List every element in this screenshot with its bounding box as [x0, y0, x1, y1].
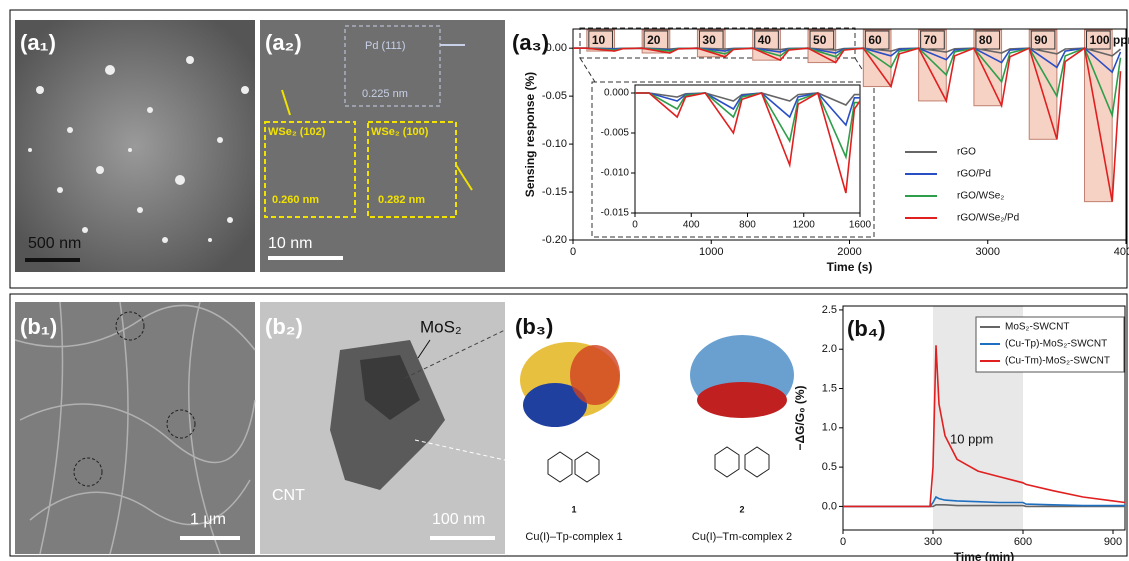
x-tick-label: 900 [1104, 536, 1122, 548]
y-tick-label: 0.000 [604, 88, 629, 99]
pulse-label: 90 [1034, 33, 1048, 47]
annotation: Pd (111) [365, 40, 406, 52]
image-b3 [520, 335, 794, 482]
pulse-label: 60 [868, 33, 882, 47]
legend-label: rGO/Pd [957, 169, 991, 180]
zoom-line [580, 58, 595, 82]
y-tick-label: -0.15 [542, 186, 567, 198]
x-tick-label: 800 [739, 220, 756, 231]
annotation: 0.260 nm [272, 194, 319, 206]
panel-label: (b₄) [847, 316, 886, 341]
y-axis-label: Sensing response (%) [523, 72, 537, 197]
x-tick-label: 1000 [699, 246, 723, 258]
pulse-label: 50 [813, 33, 827, 47]
x-tick-label: 0 [570, 246, 576, 258]
legend-label: (Cu-Tp)-MoS₂-SWCNT [1005, 339, 1107, 350]
x-tick-label: 1200 [793, 220, 816, 231]
panel-label: (b₂) [265, 314, 303, 339]
legend-label: MoS₂-SWCNT [1005, 322, 1069, 333]
y-tick-label: -0.005 [601, 128, 630, 139]
x-tick-label: 1600 [849, 220, 872, 231]
x-tick-label: 600 [1014, 536, 1032, 548]
pulse-label: 20 [647, 33, 661, 47]
pulse-label: 100 ppm [1090, 33, 1129, 47]
pulse-label: 10 [592, 33, 606, 47]
image-a1 [15, 20, 255, 272]
x-tick-label: 400 [683, 220, 700, 231]
y-tick-label: -0.20 [542, 234, 567, 246]
x-axis-label: Time (s) [827, 260, 873, 274]
y-axis-label: −ΔG/G₀ (%) [793, 385, 807, 450]
pulse-label: 70 [924, 33, 938, 47]
panel-label: (b₁) [20, 314, 57, 339]
pulse-label: 40 [758, 33, 772, 47]
annotation: WSe₂ (102) [268, 126, 326, 138]
x-axis-label: Time (min) [954, 550, 1014, 561]
y-tick-label: 0.0 [822, 500, 837, 512]
annotation: 10 ppm [950, 431, 993, 446]
panel-label: (a₃) [512, 30, 549, 55]
y-tick-label: -0.05 [542, 90, 567, 102]
legend-label: rGO [957, 147, 976, 158]
annotation: 0.282 nm [378, 194, 425, 206]
structure-label: 1 [571, 504, 576, 514]
y-tick-label: -0.10 [542, 138, 567, 150]
y-tick-label: -0.015 [601, 208, 630, 219]
annotation: WSe₂ (100) [371, 126, 429, 138]
scale-bar-label: 100 nm [432, 511, 485, 528]
legend-label: rGO/WSe₂ [957, 191, 1004, 202]
caption: Cu(I)–Tp-complex 1 [525, 531, 622, 543]
y-tick-label: -0.010 [601, 168, 630, 179]
pulse-label: 30 [702, 33, 716, 47]
y-tick-label: 1.5 [822, 382, 837, 394]
panel-label: (a₁) [20, 30, 56, 55]
scale-bar-label: 1 μm [190, 511, 226, 528]
y-tick-label: 0.5 [822, 461, 837, 473]
y-tick-label: 1.0 [822, 422, 837, 434]
panel-label: (b₃) [515, 314, 553, 339]
x-tick-label: 0 [632, 220, 638, 231]
structure-label: 2 [739, 504, 744, 514]
annotation: CNT [272, 487, 305, 504]
caption: Cu(I)–Tm-complex 2 [692, 531, 792, 543]
pulse-label: 80 [979, 33, 993, 47]
scale-bar-label: 10 nm [268, 235, 312, 252]
x-tick-label: 3000 [976, 246, 1000, 258]
x-tick-label: 300 [924, 536, 942, 548]
annotation: 0.225 nm [362, 88, 408, 100]
image-a2 [260, 20, 505, 272]
annotation: MoS₂ [420, 317, 462, 336]
y-tick-label: 2.5 [822, 304, 837, 316]
figure: (a₁) 500 nm (a₂) Pd (111) 0.225 nm WSe₂ … [0, 0, 1129, 561]
panel-label: (a₂) [265, 30, 302, 55]
x-tick-label: 4000 [1114, 246, 1129, 258]
x-tick-label: 2000 [837, 246, 861, 258]
scale-bar-label: 500 nm [28, 235, 81, 252]
legend-label: rGO/WSe₂/Pd [957, 213, 1019, 224]
legend-label: (Cu-Tm)-MoS₂-SWCNT [1005, 356, 1110, 367]
x-tick-label: 0 [840, 536, 846, 548]
y-tick-label: 2.0 [822, 343, 837, 355]
